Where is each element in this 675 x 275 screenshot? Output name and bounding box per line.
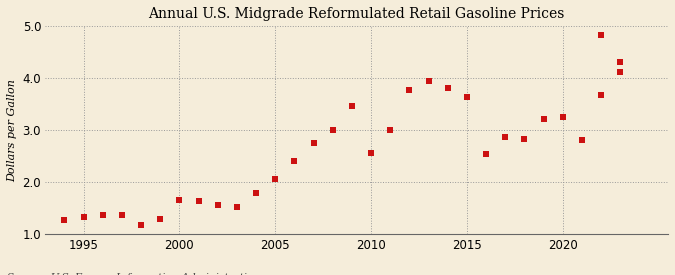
Point xyxy=(442,86,453,90)
Point xyxy=(250,191,261,196)
Point xyxy=(576,138,587,142)
Text: Source: U.S. Energy Information Administration: Source: U.S. Energy Information Administ… xyxy=(7,274,260,275)
Point xyxy=(423,79,434,84)
Title: Annual U.S. Midgrade Reformulated Retail Gasoline Prices: Annual U.S. Midgrade Reformulated Retail… xyxy=(148,7,565,21)
Point xyxy=(289,158,300,163)
Point xyxy=(59,218,70,222)
Point xyxy=(385,128,396,133)
Point xyxy=(595,93,606,98)
Point xyxy=(346,104,357,109)
Point xyxy=(404,87,414,92)
Point xyxy=(538,117,549,121)
Point xyxy=(308,141,319,145)
Point xyxy=(193,199,204,203)
Point xyxy=(481,152,491,156)
Point xyxy=(558,115,568,120)
Point xyxy=(462,94,472,99)
Y-axis label: Dollars per Gallon: Dollars per Gallon xyxy=(7,79,17,182)
Point xyxy=(97,212,108,217)
Point xyxy=(270,177,281,182)
Point xyxy=(136,222,146,227)
Point xyxy=(500,135,510,139)
Point xyxy=(78,214,89,219)
Point xyxy=(155,217,165,221)
Point xyxy=(519,137,530,141)
Point xyxy=(595,33,606,37)
Point xyxy=(174,197,185,202)
Point xyxy=(615,70,626,74)
Point xyxy=(615,59,626,64)
Point xyxy=(213,202,223,207)
Point xyxy=(117,212,128,217)
Point xyxy=(327,128,338,133)
Point xyxy=(232,205,242,210)
Point xyxy=(366,150,377,155)
